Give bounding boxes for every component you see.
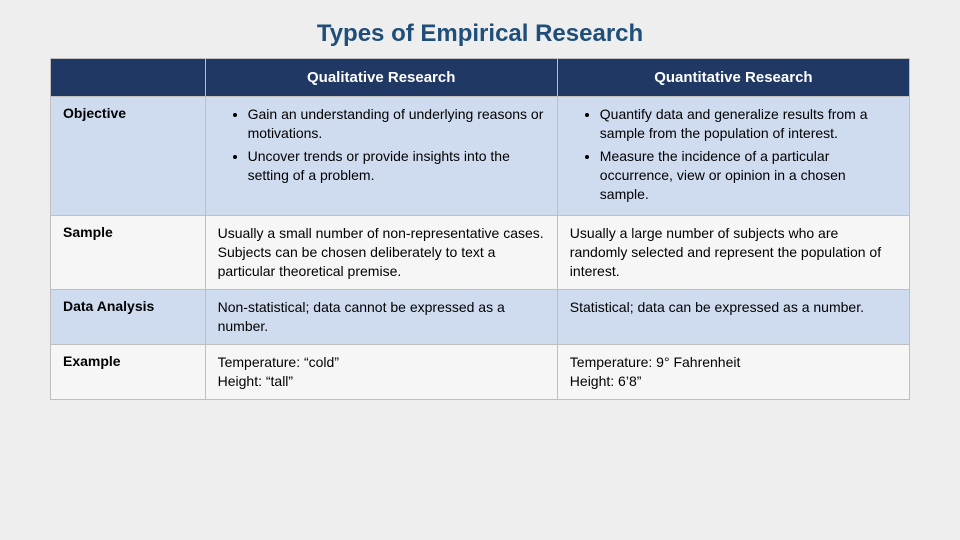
row-label-objective: Objective [51,97,206,216]
cell-example-quant: Temperature: 9° Fahrenheit Height: 6’8” [557,344,909,399]
row-label-analysis: Data Analysis [51,290,206,345]
list-item: Gain an understanding of underlying reas… [248,105,545,143]
row-label-sample: Sample [51,216,206,290]
slide-content: Types of Empirical Research Qualitative … [0,0,960,400]
table-header-row: Qualitative Research Quantitative Resear… [51,59,910,97]
cell-objective-qual: Gain an understanding of underlying reas… [205,97,557,216]
header-quantitative: Quantitative Research [557,59,909,97]
example-quant-line1: Temperature: 9° Fahrenheit [570,354,741,370]
list-item: Measure the incidence of a particular oc… [600,147,897,204]
cell-sample-qual: Usually a small number of non-representa… [205,216,557,290]
cell-objective-quant: Quantify data and generalize results fro… [557,97,909,216]
cell-analysis-quant: Statistical; data can be expressed as a … [557,290,909,345]
list-item: Quantify data and generalize results fro… [600,105,897,143]
page-title: Types of Empirical Research [50,20,910,48]
example-qual-line2: Height: “tall” [218,373,293,389]
row-objective: Objective Gain an understanding of under… [51,97,910,216]
header-blank [51,59,206,97]
cell-analysis-qual: Non-statistical; data cannot be expresse… [205,290,557,345]
row-label-example: Example [51,344,206,399]
example-qual-line1: Temperature: “cold” [218,354,339,370]
header-qualitative: Qualitative Research [205,59,557,97]
cell-example-qual: Temperature: “cold” Height: “tall” [205,344,557,399]
row-sample: Sample Usually a small number of non-rep… [51,216,910,290]
list-item: Uncover trends or provide insights into … [248,147,545,185]
comparison-table: Qualitative Research Quantitative Resear… [50,58,910,400]
row-example: Example Temperature: “cold” Height: “tal… [51,344,910,399]
objective-qual-list: Gain an understanding of underlying reas… [238,105,545,185]
example-quant-line2: Height: 6’8” [570,373,642,389]
objective-quant-list: Quantify data and generalize results fro… [590,105,897,203]
row-analysis: Data Analysis Non-statistical; data cann… [51,290,910,345]
cell-sample-quant: Usually a large number of subjects who a… [557,216,909,290]
